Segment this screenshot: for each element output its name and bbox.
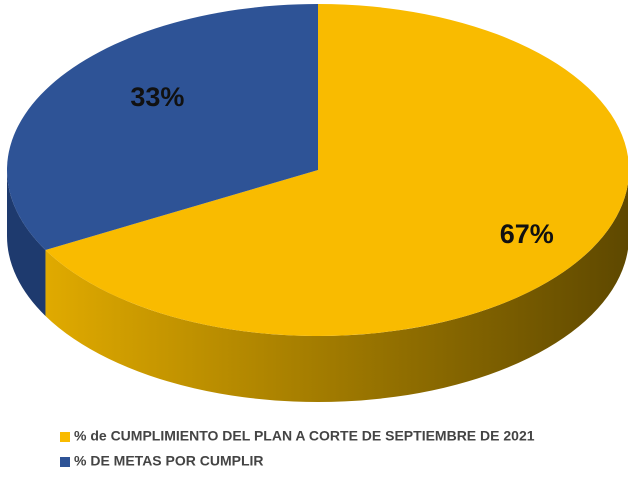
data-label: 67%: [500, 219, 554, 249]
data-label: 33%: [130, 82, 184, 112]
legend-label: % de CUMPLIMIENTO DEL PLAN A CORTE DE SE…: [74, 428, 535, 444]
legend-label: % DE METAS POR CUMPLIR: [74, 453, 264, 469]
slice-side: [45, 182, 628, 402]
slice: [45, 4, 628, 336]
slice-side: [7, 170, 46, 316]
legend-swatch: [60, 457, 70, 467]
legend-swatch: [60, 432, 70, 442]
slice: [7, 4, 318, 250]
